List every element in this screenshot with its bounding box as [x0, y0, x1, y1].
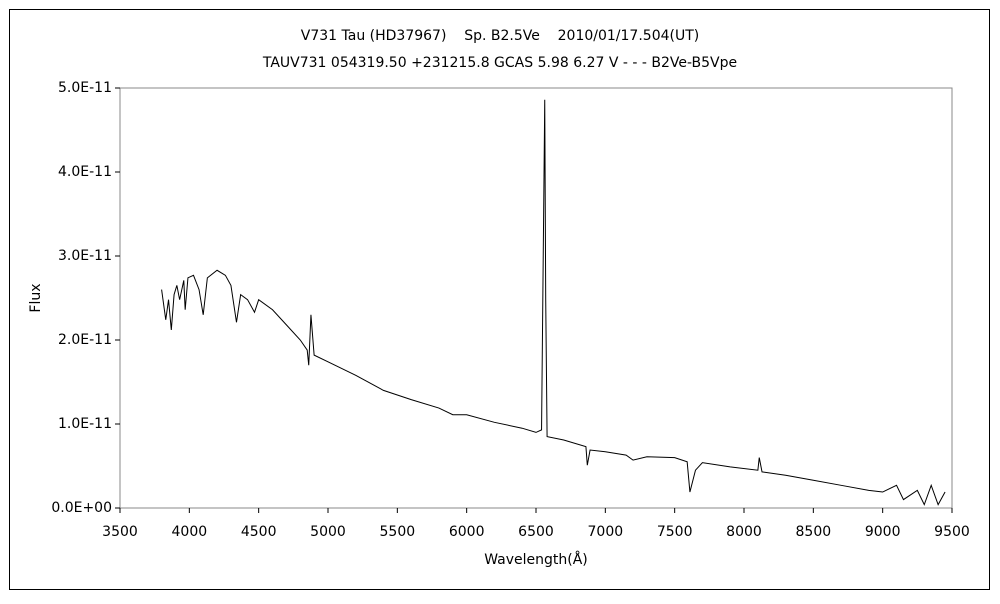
x-tick-label: 7500	[657, 524, 693, 540]
x-tick-label: 5500	[380, 524, 416, 540]
y-tick-label: 1.0E-11	[58, 416, 112, 432]
x-tick-label: 8000	[726, 524, 762, 540]
x-tick-label: 6000	[449, 524, 485, 540]
x-tick-label: 5000	[310, 524, 346, 540]
x-tick-label: 6500	[518, 524, 554, 540]
x-tick-label: 9000	[865, 524, 901, 540]
y-tick-label: 0.0E+00	[51, 500, 112, 516]
chart-subtitle: TAUV731 054319.50 +231215.8 GCAS 5.98 6.…	[262, 55, 737, 71]
x-axis-label: Wavelength(Å)	[484, 551, 588, 568]
y-axis-label: Flux	[28, 283, 44, 312]
x-tick-label: 3500	[102, 524, 138, 540]
x-tick-label: 4500	[241, 524, 277, 540]
spectrum-line	[161, 99, 946, 506]
y-tick-label: 5.0E-11	[58, 80, 112, 96]
x-tick-label: 4000	[172, 524, 208, 540]
x-tick-label: 7000	[588, 524, 624, 540]
plot-area	[119, 87, 953, 509]
chart-title: V731 Tau (HD37967) Sp. B2.5Ve 2010/01/17…	[301, 28, 700, 44]
y-tick-label: 4.0E-11	[58, 164, 112, 180]
y-tick-label: 2.0E-11	[58, 332, 112, 348]
x-tick-label: 8500	[796, 524, 832, 540]
x-tick-label: 9500	[934, 524, 970, 540]
y-tick-label: 3.0E-11	[58, 248, 112, 264]
